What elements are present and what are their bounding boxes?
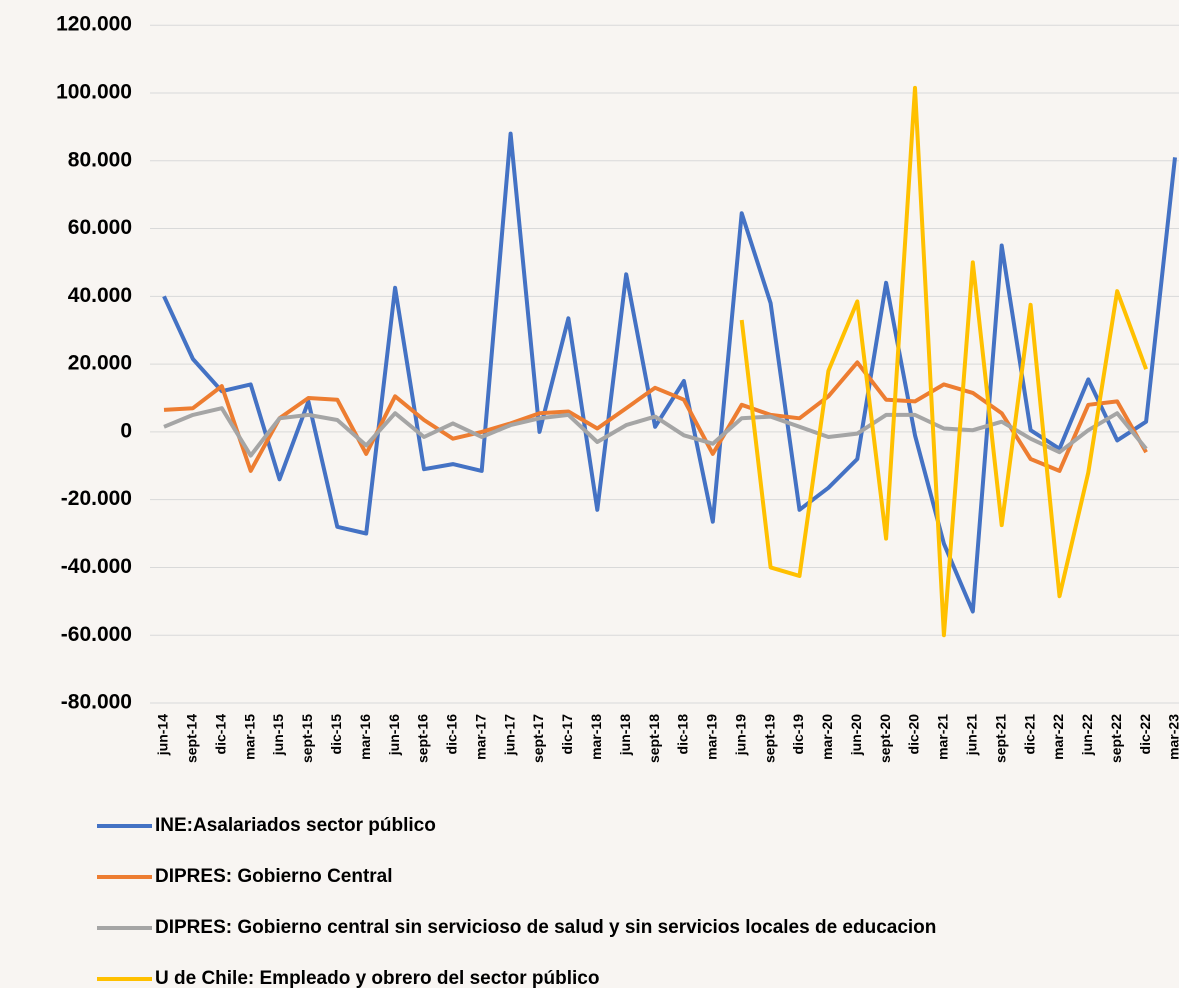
x-tick-label: dic-16 bbox=[444, 714, 460, 755]
y-tick-label: 0 bbox=[120, 419, 132, 442]
x-tick-label: dic-17 bbox=[559, 714, 575, 755]
y-tick-label: 80.000 bbox=[68, 148, 132, 171]
x-tick-label: jun-17 bbox=[501, 714, 517, 756]
legend-label: U de Chile: Empleado y obrero del sector… bbox=[155, 968, 599, 988]
series-line bbox=[739, 85, 1148, 638]
x-tick-label: mar-20 bbox=[819, 714, 835, 760]
x-tick-label: jun-18 bbox=[617, 714, 633, 756]
x-tick-label: dic-19 bbox=[790, 714, 806, 755]
x-tick-label: sept-20 bbox=[877, 714, 893, 763]
x-tick-label: jun-15 bbox=[270, 714, 286, 756]
y-tick-label: -20.000 bbox=[61, 487, 132, 510]
x-tick-label: mar-19 bbox=[704, 714, 720, 760]
y-tick-label: -40.000 bbox=[61, 555, 132, 578]
x-tick-label: sept-16 bbox=[415, 714, 431, 763]
x-tick-label: dic-21 bbox=[1021, 714, 1037, 755]
y-tick-label: -80.000 bbox=[61, 691, 132, 714]
x-tick-label: mar-22 bbox=[1050, 714, 1066, 760]
x-tick-label: jun-14 bbox=[155, 714, 171, 756]
x-tick-label: mar-16 bbox=[357, 714, 373, 760]
x-tick-label: sept-19 bbox=[761, 714, 777, 763]
y-tick-label: -60.000 bbox=[61, 623, 132, 646]
x-tick-label: dic-15 bbox=[328, 714, 344, 755]
x-tick-label: sept-14 bbox=[184, 714, 200, 763]
y-tick-label: 20.000 bbox=[68, 352, 132, 375]
y-tick-label: 100.000 bbox=[56, 81, 132, 104]
x-tick-label: jun-19 bbox=[732, 714, 748, 756]
x-tick-label: sept-21 bbox=[992, 714, 1008, 763]
x-tick-label: jun-20 bbox=[848, 714, 864, 756]
x-tick-label: dic-14 bbox=[212, 714, 228, 755]
x-tick-label: mar-21 bbox=[935, 714, 951, 760]
x-tick-label: dic-22 bbox=[1137, 714, 1153, 755]
x-tick-label: mar-15 bbox=[241, 714, 257, 760]
legend-label: DIPRES: Gobierno central sin servicioso … bbox=[155, 917, 936, 938]
x-tick-label: dic-18 bbox=[675, 714, 691, 755]
x-tick-label: mar-18 bbox=[588, 714, 604, 760]
x-tick-label: jun-21 bbox=[964, 714, 980, 756]
y-tick-label: 120.000 bbox=[56, 13, 132, 36]
x-tick-label: sept-15 bbox=[299, 714, 315, 763]
series-line bbox=[162, 131, 1177, 614]
x-tick-label: jun-16 bbox=[386, 714, 402, 756]
x-tick-label: dic-20 bbox=[906, 714, 922, 755]
x-tick-label: jun-22 bbox=[1079, 714, 1095, 756]
x-tick-label: mar-23 bbox=[1166, 714, 1179, 760]
y-tick-label: 60.000 bbox=[68, 216, 132, 239]
x-tick-label: sept-18 bbox=[646, 714, 662, 763]
y-tick-label: 40.000 bbox=[68, 284, 132, 307]
series-line bbox=[163, 406, 1148, 458]
x-tick-label: sept-17 bbox=[530, 714, 546, 763]
legend-label: DIPRES: Gobierno Central bbox=[155, 866, 393, 887]
x-tick-label: sept-22 bbox=[1108, 714, 1124, 763]
legend-label: INE:Asalariados sector público bbox=[155, 815, 436, 836]
series-line bbox=[163, 360, 1148, 473]
x-tick-label: mar-17 bbox=[472, 714, 488, 760]
